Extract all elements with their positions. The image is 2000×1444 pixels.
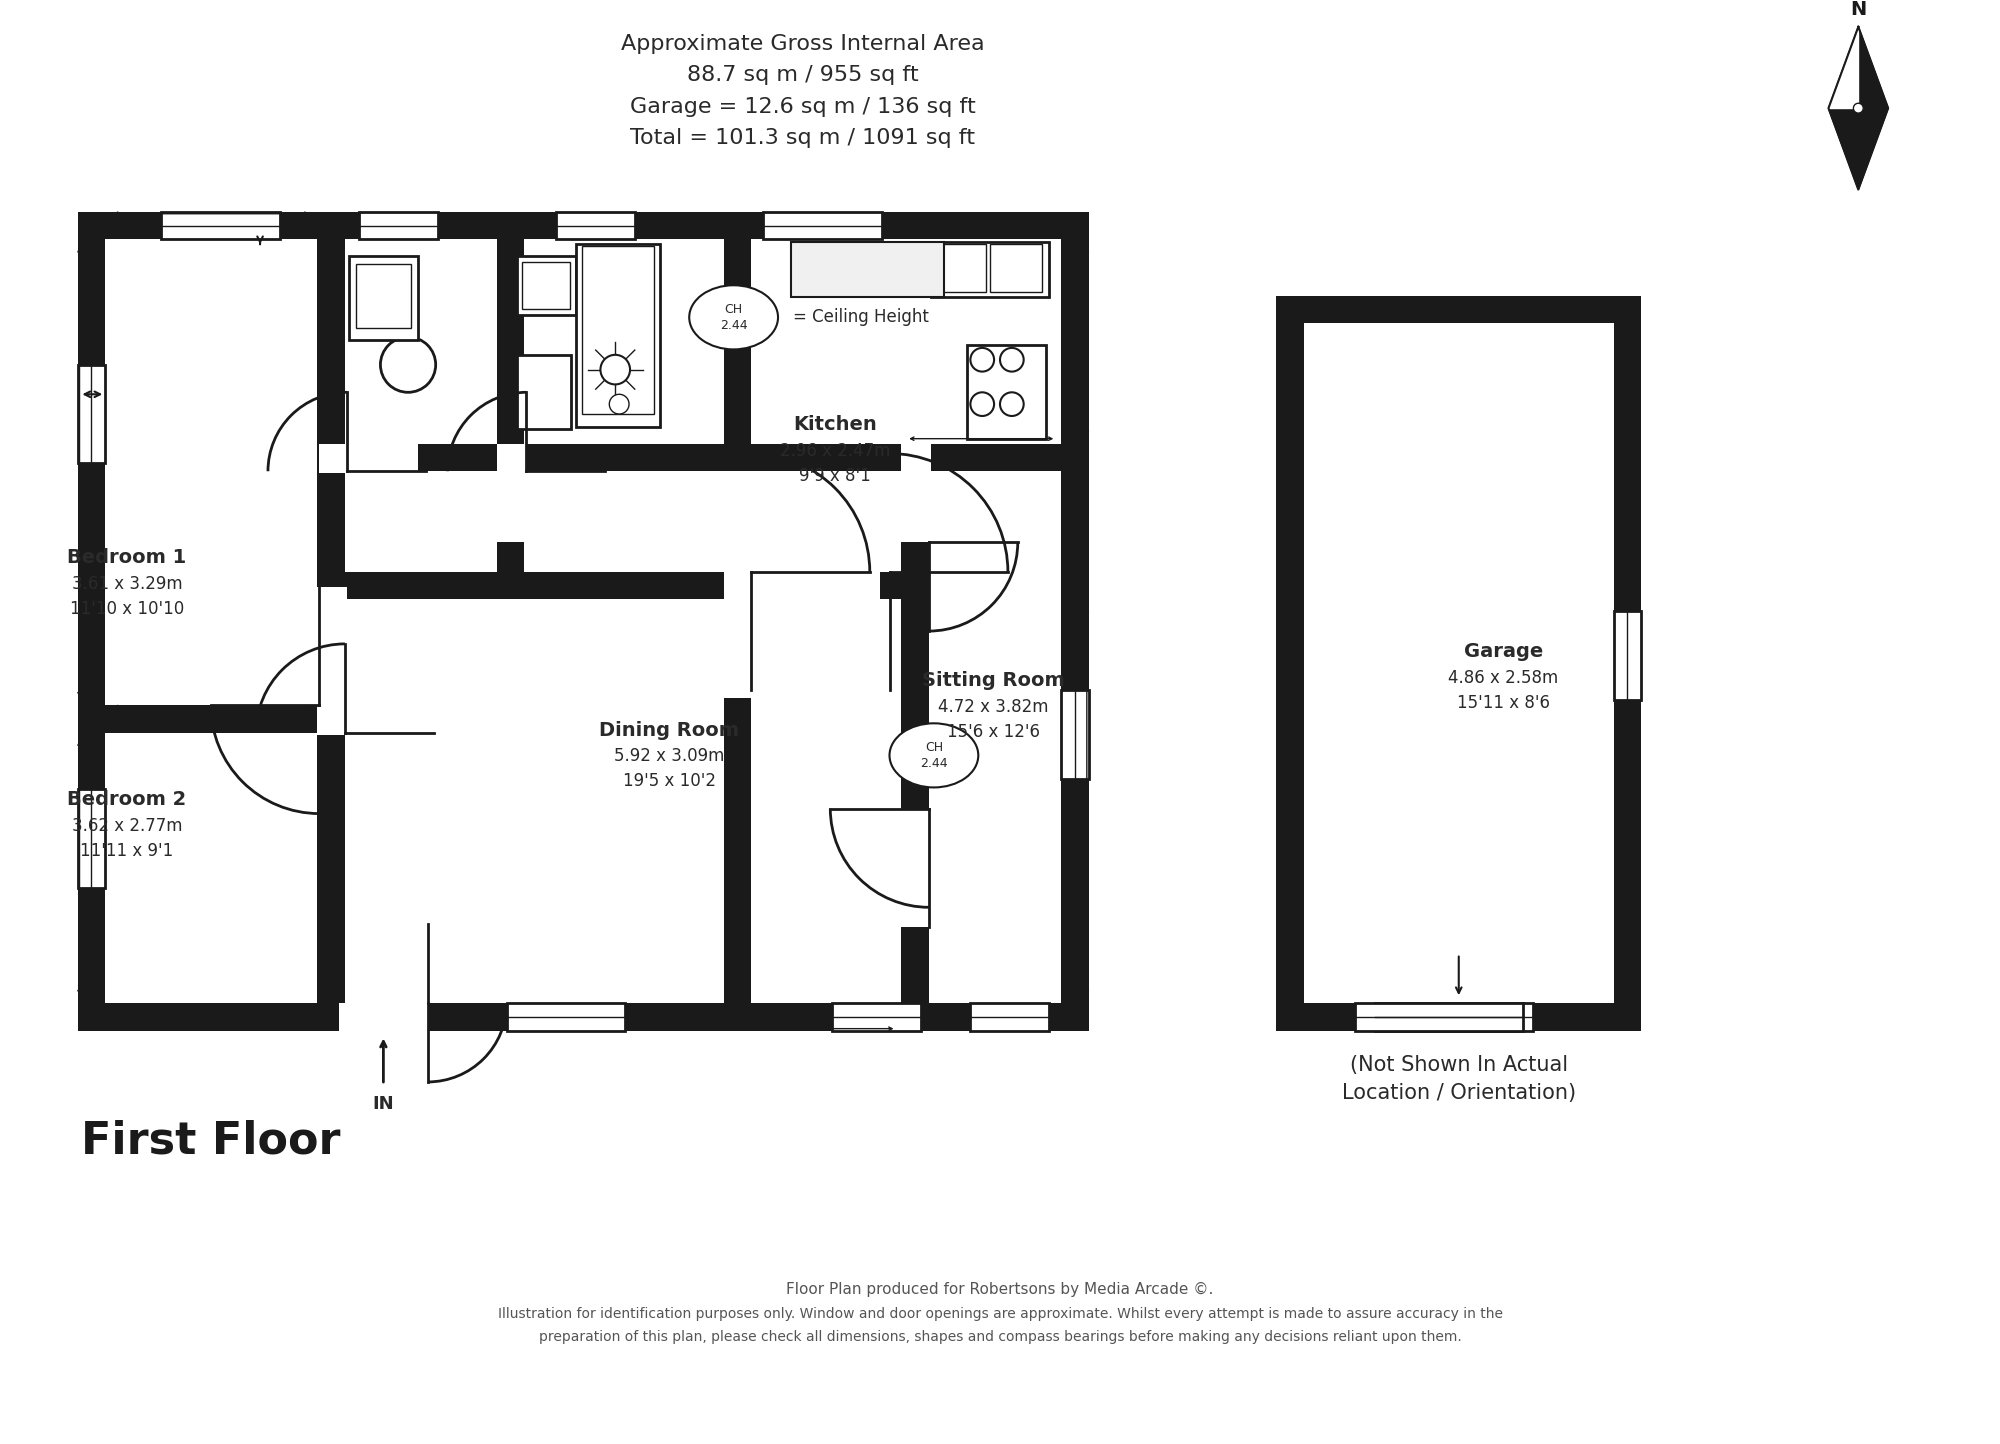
- Bar: [582, 247, 654, 414]
- Bar: [496, 471, 524, 572]
- Bar: [1062, 690, 1088, 780]
- Bar: [752, 572, 902, 599]
- Bar: [724, 599, 752, 1004]
- Text: N: N: [1850, 0, 1866, 19]
- Text: CH
2.44: CH 2.44: [720, 303, 748, 332]
- Text: Sitting Room: Sitting Room: [922, 671, 1064, 690]
- Circle shape: [970, 348, 994, 371]
- Text: Dining Room: Dining Room: [600, 721, 740, 739]
- Text: = Ceiling Height: = Ceiling Height: [792, 309, 928, 326]
- Text: Floor Plan produced for Robertsons by Media Arcade ©.: Floor Plan produced for Robertsons by Me…: [786, 1282, 1214, 1297]
- Bar: [78, 212, 106, 1031]
- Bar: [1276, 1004, 1642, 1031]
- Bar: [516, 355, 570, 429]
- Bar: [162, 212, 280, 240]
- Bar: [496, 240, 524, 471]
- Bar: [724, 599, 754, 697]
- Bar: [1614, 611, 1642, 700]
- Bar: [902, 443, 930, 543]
- Bar: [516, 256, 576, 315]
- Bar: [344, 705, 374, 784]
- Ellipse shape: [690, 286, 778, 349]
- Circle shape: [970, 393, 994, 416]
- Circle shape: [380, 336, 436, 393]
- Bar: [968, 345, 1046, 439]
- Bar: [902, 443, 928, 599]
- Bar: [358, 212, 438, 240]
- Bar: [78, 1004, 1088, 1031]
- Text: IN: IN: [372, 1095, 394, 1113]
- Ellipse shape: [890, 723, 978, 787]
- Bar: [344, 443, 724, 471]
- Text: First Floor: First Floor: [80, 1119, 340, 1162]
- Bar: [78, 365, 106, 464]
- Bar: [318, 732, 344, 1004]
- Bar: [106, 705, 344, 732]
- Bar: [752, 443, 1062, 471]
- Bar: [78, 212, 1088, 1031]
- Circle shape: [1000, 348, 1024, 371]
- Bar: [318, 705, 426, 735]
- Text: 3.62 x 2.77m
11'11 x 9'1: 3.62 x 2.77m 11'11 x 9'1: [72, 816, 182, 859]
- Bar: [348, 256, 418, 339]
- Bar: [356, 264, 412, 328]
- Circle shape: [610, 394, 630, 414]
- Bar: [832, 1004, 922, 1031]
- Text: 4.86 x 2.58m
15'11 x 8'6: 4.86 x 2.58m 15'11 x 8'6: [1448, 669, 1558, 712]
- Bar: [338, 1004, 428, 1032]
- Bar: [1276, 296, 1642, 323]
- Bar: [970, 1004, 1050, 1031]
- Bar: [344, 572, 724, 599]
- Bar: [318, 586, 346, 705]
- Text: 2.96 x 2.47m
9'9 x 8'1: 2.96 x 2.47m 9'9 x 8'1: [780, 442, 890, 485]
- Text: 4.72 x 3.82m
15'6 x 12'6: 4.72 x 3.82m 15'6 x 12'6: [938, 697, 1048, 741]
- Bar: [1356, 1004, 1522, 1031]
- Bar: [934, 244, 986, 292]
- Bar: [320, 443, 418, 474]
- Bar: [724, 240, 752, 471]
- Bar: [576, 244, 660, 427]
- Bar: [930, 243, 1050, 296]
- Bar: [522, 261, 570, 309]
- Bar: [902, 599, 928, 1004]
- Text: CH
2.44: CH 2.44: [920, 741, 948, 770]
- Text: preparation of this plan, please check all dimensions, shapes and compass bearin: preparation of this plan, please check a…: [538, 1330, 1462, 1343]
- Text: Illustration for identification purposes only. Window and door openings are appr: Illustration for identification purposes…: [498, 1307, 1502, 1321]
- Text: 5.92 x 3.09m
19'5 x 10'2: 5.92 x 3.09m 19'5 x 10'2: [614, 748, 724, 790]
- Text: 3.61 x 3.29m
11'10 x 10'10: 3.61 x 3.29m 11'10 x 10'10: [70, 575, 184, 618]
- Bar: [496, 443, 526, 543]
- Bar: [556, 212, 634, 240]
- Bar: [990, 244, 1042, 292]
- Bar: [318, 240, 344, 732]
- Bar: [1374, 1004, 1532, 1031]
- Text: Garage: Garage: [1464, 641, 1542, 661]
- Bar: [790, 243, 944, 296]
- Polygon shape: [1828, 27, 1858, 108]
- Bar: [1614, 296, 1642, 1031]
- Circle shape: [600, 355, 630, 384]
- Bar: [902, 809, 930, 927]
- Bar: [764, 212, 882, 240]
- Bar: [78, 788, 106, 888]
- Text: Kitchen: Kitchen: [794, 414, 878, 433]
- Text: Bedroom 1: Bedroom 1: [68, 547, 186, 567]
- Circle shape: [1854, 103, 1864, 113]
- Polygon shape: [1828, 27, 1888, 189]
- Bar: [752, 572, 880, 602]
- Bar: [1276, 296, 1642, 1031]
- Bar: [902, 443, 930, 543]
- Text: Approximate Gross Internal Area
88.7 sq m / 955 sq ft
Garage = 12.6 sq m / 136 s: Approximate Gross Internal Area 88.7 sq …: [620, 35, 984, 147]
- Text: (Not Shown In Actual
Location / Orientation): (Not Shown In Actual Location / Orientat…: [1342, 1056, 1576, 1103]
- Bar: [1062, 212, 1088, 1031]
- Bar: [78, 212, 1088, 240]
- Circle shape: [1000, 393, 1024, 416]
- Bar: [506, 1004, 626, 1031]
- Bar: [1276, 296, 1304, 1031]
- Text: Bedroom 2: Bedroom 2: [68, 790, 186, 809]
